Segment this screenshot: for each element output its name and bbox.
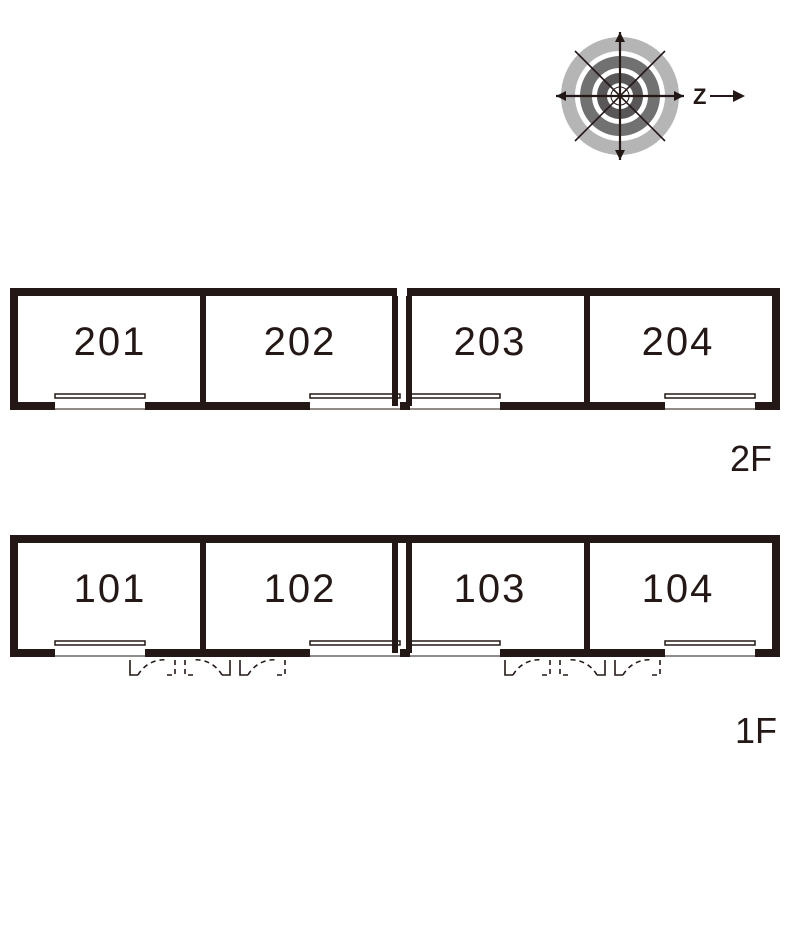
unit-label: 204 — [588, 320, 768, 365]
floor-label-1f: 1F — [735, 710, 777, 752]
door-icon — [130, 660, 660, 675]
unit-label: 101 — [20, 567, 200, 612]
unit-label: 203 — [400, 320, 580, 365]
floor-1f — [10, 535, 780, 705]
unit-label: 104 — [588, 567, 768, 612]
compass-icon: Z — [555, 28, 755, 173]
unit-label: 103 — [400, 567, 580, 612]
unit-label: 102 — [210, 567, 390, 612]
floor-label-2f: 2F — [730, 438, 772, 480]
unit-label: 202 — [210, 320, 390, 365]
unit-label: 201 — [20, 320, 200, 365]
floorplan-canvas: Z — [0, 0, 800, 940]
compass-label: Z — [693, 84, 706, 109]
